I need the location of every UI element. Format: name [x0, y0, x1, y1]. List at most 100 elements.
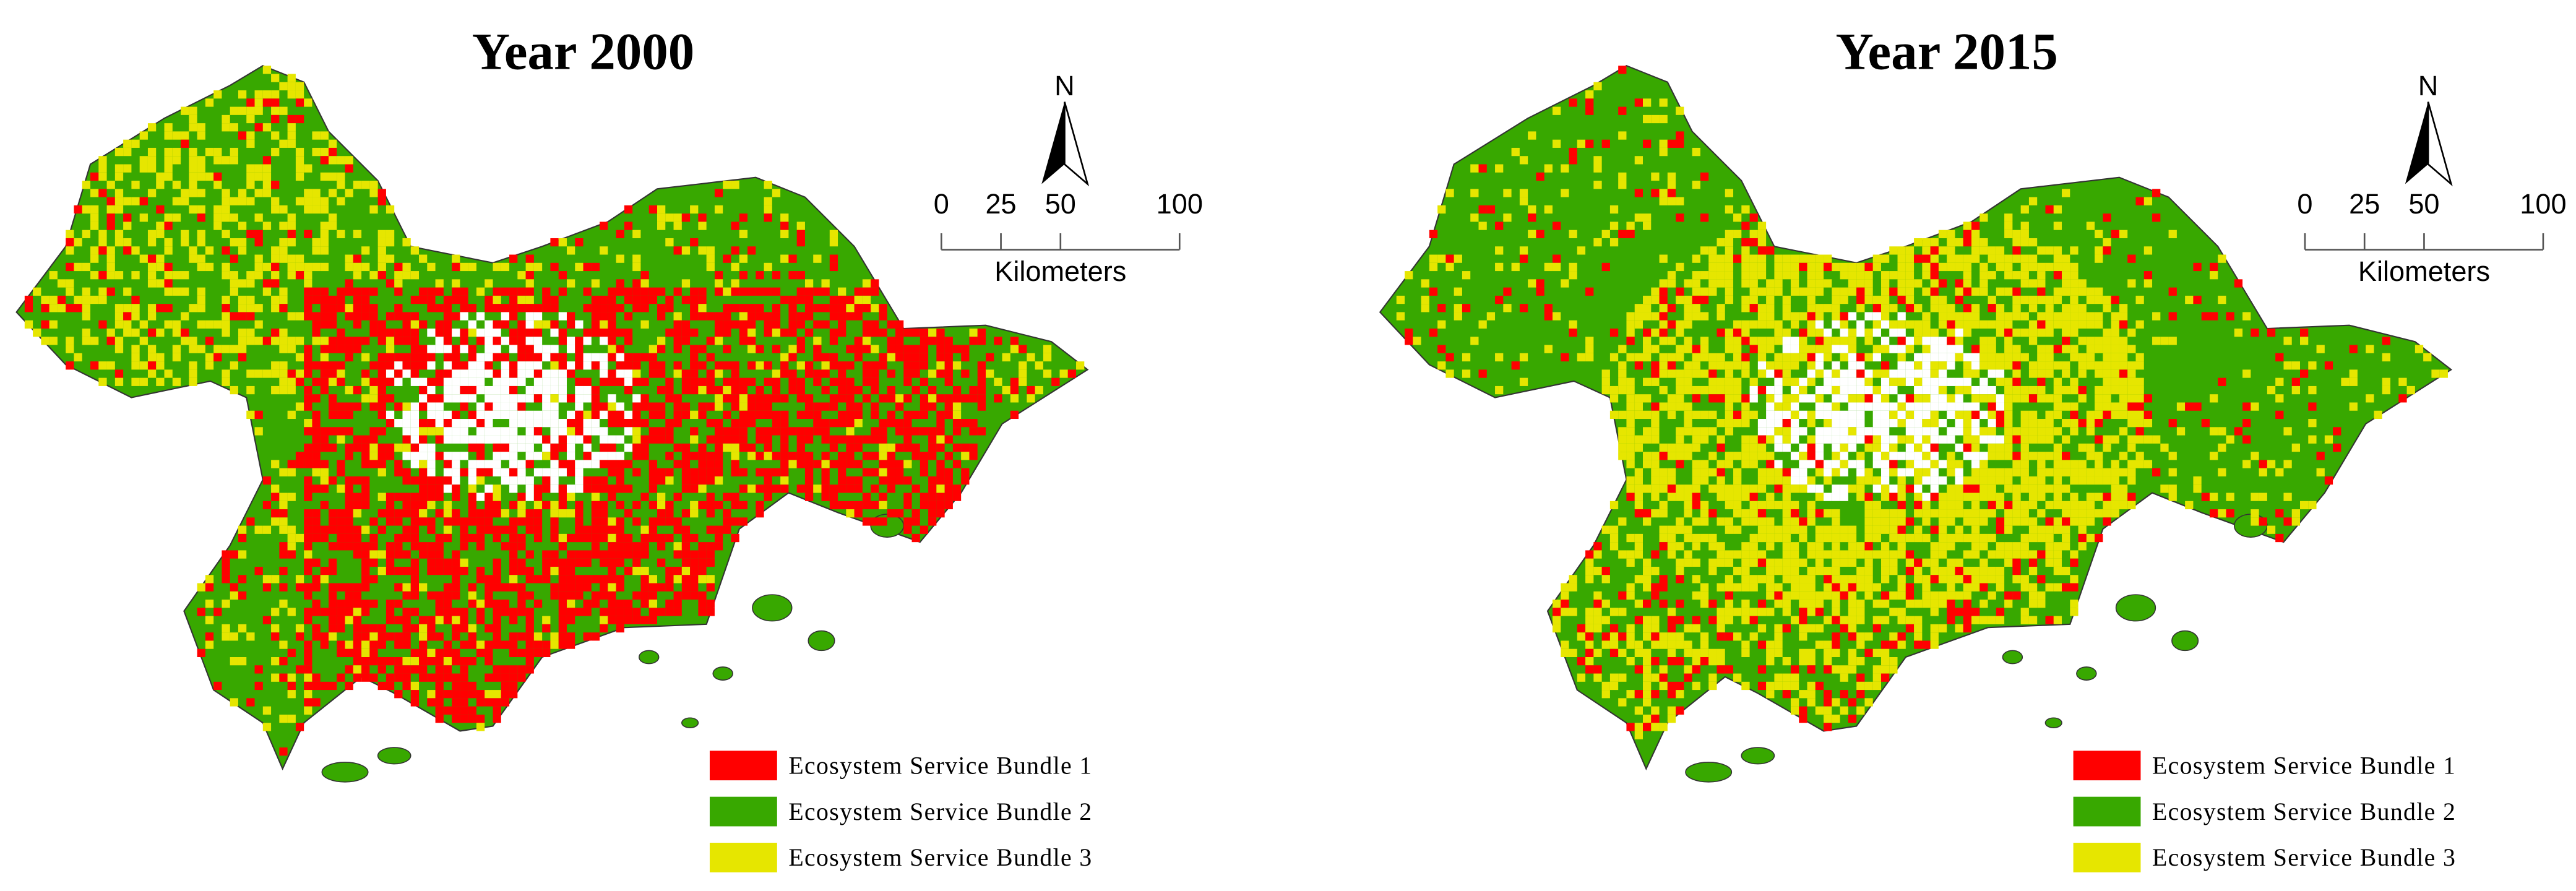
land-cell — [345, 262, 353, 272]
land-cell — [813, 254, 822, 263]
land-cell — [394, 287, 403, 296]
land-cell — [747, 337, 756, 345]
land-cell — [829, 361, 838, 370]
land-cell — [230, 213, 238, 222]
land-cell — [1782, 575, 1791, 583]
land-cell — [2127, 493, 2136, 501]
land-cell — [106, 181, 115, 189]
land-cell — [698, 452, 707, 460]
land-cell — [1437, 254, 1446, 263]
land-cell — [501, 690, 510, 699]
land-cell — [1495, 222, 1504, 230]
land-cell — [238, 329, 247, 337]
land-cell — [2185, 501, 2194, 510]
land-cell — [2053, 320, 2062, 329]
land-cell — [1889, 271, 1898, 280]
land-cell — [1971, 501, 1980, 510]
land-cell — [731, 181, 739, 189]
land-cell — [566, 452, 575, 460]
land-cell — [1766, 533, 1775, 543]
land-cell — [2095, 468, 2103, 476]
land-cell — [2078, 476, 2087, 485]
land-cell — [410, 419, 420, 428]
land-cell — [1864, 468, 1873, 476]
land-cell — [443, 304, 452, 312]
land-cell — [1963, 419, 1971, 428]
land-cell — [1774, 287, 1783, 296]
land-cell — [419, 345, 428, 353]
land-cell — [1569, 156, 1577, 165]
land-cell — [1938, 345, 1947, 353]
land-cell — [2234, 279, 2243, 288]
land-cell — [353, 181, 362, 189]
land-cell — [1717, 254, 1725, 263]
land-cell — [254, 262, 263, 272]
land-cell — [1051, 377, 1060, 386]
land-cell — [287, 213, 296, 222]
land-cell — [2168, 452, 2177, 460]
land-cell — [230, 632, 238, 641]
land-cell — [591, 460, 600, 468]
land-cell — [1643, 509, 1652, 518]
land-cell — [1601, 230, 1610, 238]
land-cell — [493, 583, 501, 592]
land-cell — [394, 640, 403, 649]
land-cell — [1618, 443, 1627, 452]
land-cell — [2127, 377, 2136, 386]
land-cell — [986, 353, 994, 362]
land-cell — [591, 312, 600, 321]
land-cell — [1725, 550, 1734, 559]
land-cell — [460, 435, 468, 444]
land-cell — [304, 164, 312, 173]
land-cell — [632, 254, 641, 263]
land-cell — [172, 156, 181, 165]
land-cell — [1988, 271, 1996, 280]
land-cell — [1799, 394, 1807, 403]
land-cell — [1766, 501, 1775, 510]
land-cell — [600, 427, 608, 436]
land-cell — [410, 681, 420, 691]
land-cell — [1708, 558, 1717, 567]
land-cell — [2086, 427, 2095, 436]
land-cell — [1880, 566, 1890, 575]
land-cell — [222, 197, 230, 205]
land-cell — [706, 369, 715, 378]
land-cell — [2209, 509, 2218, 518]
land-cell — [1733, 254, 1742, 263]
land-cell — [1700, 460, 1709, 468]
land-cell — [1914, 468, 1923, 476]
land-cell — [2119, 337, 2128, 345]
land-cell — [2037, 427, 2046, 436]
land-cell — [838, 419, 846, 428]
land-cell — [172, 181, 181, 189]
land-cell — [304, 98, 312, 107]
land-cell — [1609, 501, 1619, 510]
land-cell — [1996, 468, 2005, 476]
land-cell — [279, 139, 288, 148]
land-cell — [1832, 517, 1840, 526]
land-cell — [665, 468, 674, 476]
land-cell — [197, 295, 205, 304]
land-cell — [172, 213, 181, 222]
land-cell — [1421, 279, 1429, 288]
land-cell — [1938, 501, 1947, 510]
land-cell — [476, 452, 485, 460]
land-cell — [1626, 558, 1635, 567]
land-cell — [402, 312, 411, 321]
land-cell — [961, 394, 970, 403]
land-cell — [838, 394, 846, 403]
land-cell — [1749, 452, 1758, 460]
land-cell — [911, 484, 920, 493]
land-cell — [2308, 361, 2317, 370]
land-cell — [1922, 460, 1931, 468]
land-cell — [862, 304, 871, 312]
land-cell — [82, 287, 91, 296]
land-cell — [1766, 575, 1775, 583]
land-cell — [706, 493, 715, 501]
land-cell — [928, 501, 937, 510]
land-cell — [493, 509, 501, 518]
land-cell — [164, 131, 173, 140]
land-cell — [287, 271, 296, 280]
land-cell — [608, 460, 616, 468]
land-cell — [1676, 452, 1684, 460]
